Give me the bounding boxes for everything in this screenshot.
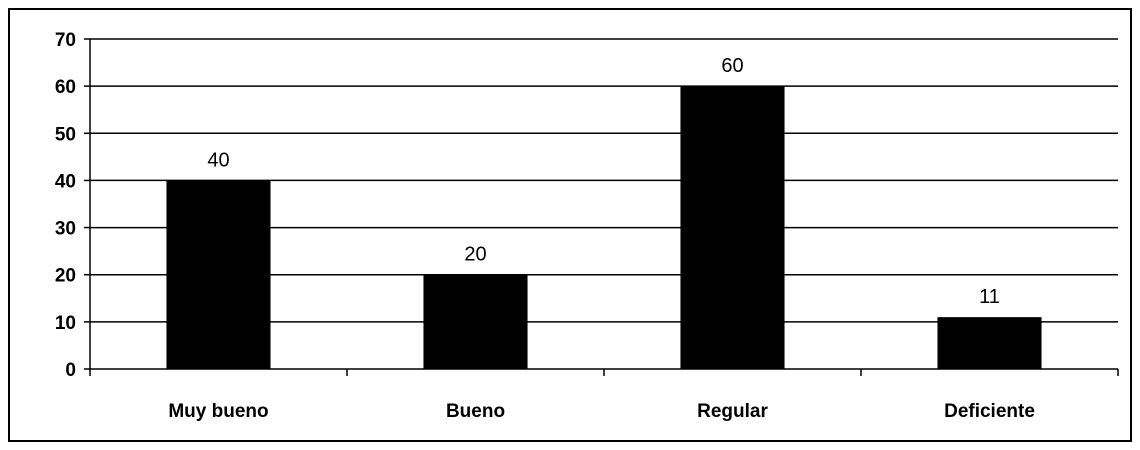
- x-category-label: Deficiente: [944, 401, 1035, 422]
- y-tick-label: 70: [55, 30, 76, 51]
- bar-bueno: [423, 274, 528, 369]
- x-category-label: Bueno: [446, 401, 505, 422]
- y-tick-label: 30: [55, 219, 76, 240]
- bar-muy-bueno: [166, 180, 271, 369]
- data-label: 20: [464, 244, 486, 266]
- x-category-label: Regular: [697, 401, 768, 422]
- y-tick-label: 50: [55, 124, 76, 145]
- y-tick-label: 10: [55, 313, 76, 334]
- bar-deficiente: [937, 317, 1042, 369]
- x-category-label: Muy bueno: [168, 401, 268, 422]
- y-tick-label: 0: [65, 360, 76, 381]
- y-tick-label: 60: [55, 77, 76, 98]
- y-tick-label: 20: [55, 266, 76, 287]
- data-label: 11: [979, 286, 1000, 308]
- bar-regular: [680, 86, 785, 370]
- data-label: 60: [721, 55, 743, 77]
- data-label: 40: [207, 149, 229, 171]
- y-tick-label: 40: [55, 171, 76, 192]
